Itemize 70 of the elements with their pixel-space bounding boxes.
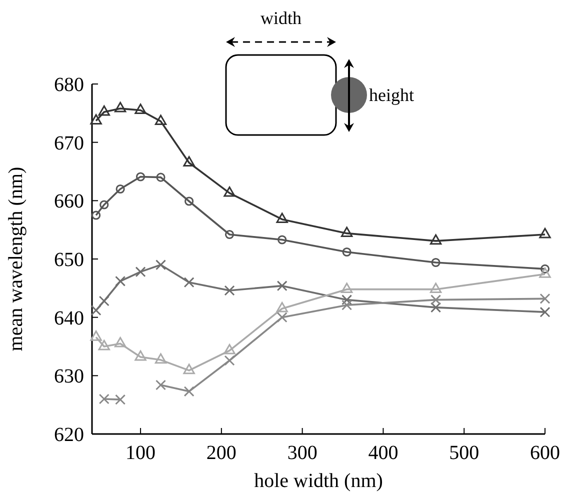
- point: [98, 340, 110, 350]
- point: [92, 210, 101, 220]
- point: [224, 344, 236, 354]
- point: [134, 104, 146, 114]
- point: [540, 293, 550, 304]
- y-tick-label: 670: [54, 132, 84, 154]
- y-tick-label: 650: [54, 249, 84, 271]
- point: [340, 226, 353, 238]
- point: [224, 355, 235, 366]
- x-tick-label: 400: [368, 442, 398, 464]
- point: [540, 264, 550, 274]
- x-tick-label: 200: [206, 442, 236, 464]
- point: [116, 184, 125, 194]
- y-tick-label: 640: [54, 307, 84, 330]
- point: [98, 105, 110, 116]
- point: [184, 386, 194, 397]
- point: [90, 330, 102, 341]
- point: [135, 266, 146, 278]
- point: [276, 280, 288, 292]
- point: [183, 156, 195, 166]
- point: [100, 200, 109, 210]
- point: [276, 312, 288, 323]
- y-tick-label: 630: [54, 366, 84, 388]
- point: [114, 102, 126, 112]
- x-tick-label: 600: [530, 442, 560, 464]
- point: [224, 186, 236, 197]
- x-tick-label: 100: [126, 442, 156, 464]
- point: [224, 285, 235, 296]
- point: [115, 394, 126, 405]
- y-axis-title: mean wavelength (nm): [5, 166, 27, 352]
- point: [136, 172, 146, 182]
- point: [134, 350, 146, 361]
- point: [431, 258, 440, 268]
- point: [278, 235, 287, 244]
- y-tick-label: 680: [54, 74, 84, 96]
- point: [90, 114, 102, 124]
- point: [430, 294, 442, 306]
- x-tick-label: 300: [287, 442, 318, 464]
- point: [342, 247, 352, 257]
- point: [276, 302, 288, 312]
- point: [154, 114, 167, 126]
- point: [90, 305, 102, 316]
- y-tick-label: 660: [54, 190, 84, 213]
- text: width: [260, 8, 302, 28]
- point: [98, 394, 110, 404]
- point: [155, 260, 166, 270]
- point: [430, 234, 442, 245]
- point: [342, 300, 352, 310]
- point: [539, 268, 551, 278]
- point: [115, 276, 126, 286]
- point: [430, 282, 442, 294]
- point: [114, 336, 126, 348]
- point: [183, 364, 195, 374]
- point: [342, 294, 352, 306]
- x-axis-title: hole width (nm): [254, 470, 383, 492]
- point: [98, 296, 110, 306]
- point: [155, 380, 166, 390]
- point: [430, 302, 442, 313]
- point: [540, 306, 550, 318]
- y-tick-label: 620: [54, 424, 84, 446]
- point: [539, 228, 551, 238]
- point: [184, 277, 194, 288]
- point: [154, 353, 167, 364]
- point: [184, 196, 194, 206]
- x-tick-label: 500: [449, 442, 480, 464]
- point: [224, 230, 234, 240]
- point: [156, 172, 166, 182]
- point: [340, 282, 353, 294]
- point: [276, 212, 288, 224]
- annotation: height: [369, 85, 414, 105]
